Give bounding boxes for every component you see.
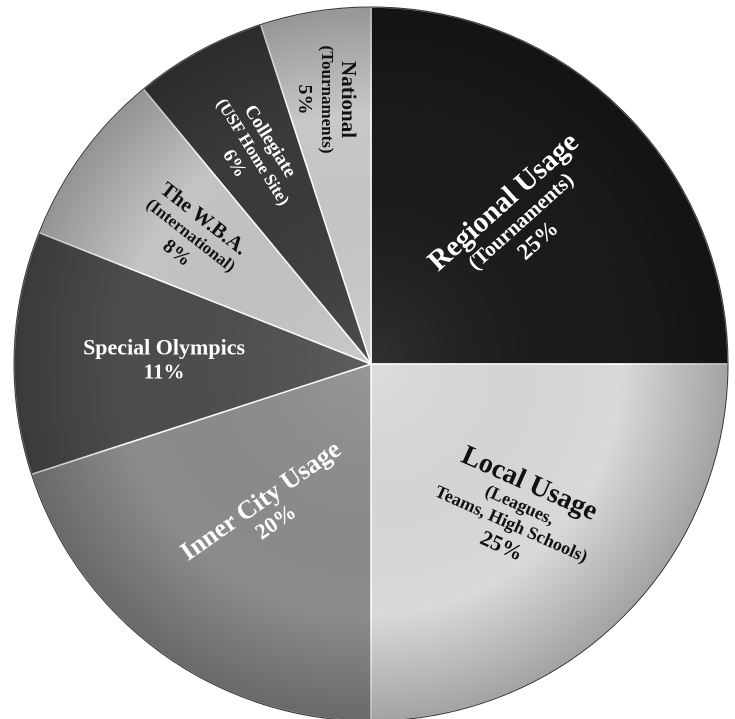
pie-outline	[13, 6, 729, 719]
slice-7-title-label: National	[337, 61, 361, 138]
slice-7-percent-label: 5%	[294, 85, 316, 115]
pie-shading-overlay	[14, 7, 728, 719]
slice-7-subtitle-label: (Tournaments)	[318, 46, 337, 154]
pie-shading	[13, 6, 729, 719]
slice-4-title-label: Special Olympics	[83, 334, 245, 359]
slice-4-percent-label: 11%	[144, 359, 185, 383]
slice-label-group-7: National(Tournaments)5%	[294, 46, 361, 154]
